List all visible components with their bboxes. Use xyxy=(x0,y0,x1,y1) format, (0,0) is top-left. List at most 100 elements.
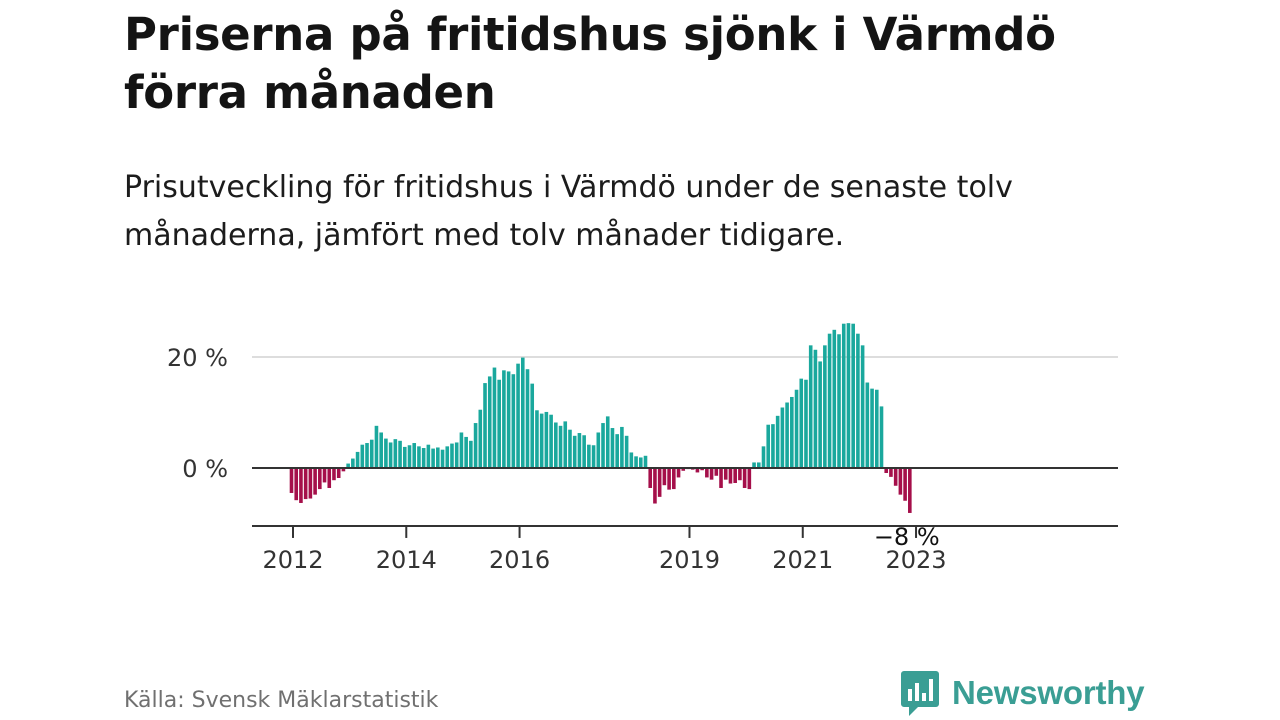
bar xyxy=(629,452,634,468)
bar xyxy=(705,468,709,478)
bar xyxy=(549,414,553,468)
bar xyxy=(299,468,303,503)
bar-layer xyxy=(289,323,912,513)
x-tick-label: 2019 xyxy=(659,546,720,574)
bar xyxy=(601,423,605,468)
bar xyxy=(402,446,407,468)
bar xyxy=(756,462,761,468)
bar xyxy=(365,443,369,468)
bar xyxy=(818,361,822,468)
brand-name: Newsworthy xyxy=(952,674,1145,711)
bar xyxy=(539,413,544,468)
bar xyxy=(634,456,638,468)
bar xyxy=(341,468,346,472)
x-tick-label: 2016 xyxy=(489,546,550,574)
bar xyxy=(454,442,459,468)
bar xyxy=(648,468,653,488)
bar xyxy=(431,448,435,468)
bar xyxy=(860,345,865,468)
bar xyxy=(903,468,907,501)
bar xyxy=(804,379,808,468)
bar xyxy=(591,445,596,468)
bar xyxy=(747,468,752,490)
bar xyxy=(672,468,676,490)
bar xyxy=(478,409,483,468)
bar xyxy=(417,446,421,468)
source-note: Källa: Svensk Mäklarstatistik xyxy=(124,688,439,713)
bar xyxy=(874,389,879,468)
bar xyxy=(445,446,450,468)
bar xyxy=(294,468,299,501)
bar xyxy=(388,442,393,468)
bar xyxy=(336,468,341,478)
bar xyxy=(799,378,804,468)
bar xyxy=(856,333,860,468)
bar xyxy=(469,440,473,468)
bar xyxy=(676,468,681,478)
bar xyxy=(587,444,591,468)
bar xyxy=(421,448,426,468)
bar xyxy=(709,468,714,480)
bar xyxy=(681,468,686,471)
bar xyxy=(374,425,379,468)
bar xyxy=(766,424,771,468)
bar xyxy=(332,468,336,481)
bar xyxy=(535,410,539,468)
bar xyxy=(728,468,733,484)
bar xyxy=(346,463,350,468)
bar xyxy=(502,370,506,468)
bar xyxy=(577,433,582,468)
chart-title: Priserna på fritidshus sjönk i Värmdö fö… xyxy=(124,8,1056,119)
bar xyxy=(327,468,332,488)
bar xyxy=(544,411,549,468)
bar xyxy=(520,357,525,468)
bar xyxy=(582,435,586,468)
bar xyxy=(738,468,742,481)
bar xyxy=(596,432,601,468)
bar xyxy=(719,468,723,488)
y-tick-label: 0 % xyxy=(182,455,228,483)
bar xyxy=(369,439,374,468)
y-tick-label: 20 % xyxy=(167,344,228,372)
bar xyxy=(318,468,322,490)
bar xyxy=(487,376,492,468)
bar xyxy=(742,468,747,488)
bar xyxy=(695,468,700,473)
bar xyxy=(355,451,360,468)
bar xyxy=(761,446,766,468)
bar xyxy=(426,444,431,468)
brand-logo: Newsworthy xyxy=(900,668,1145,718)
bar xyxy=(723,468,728,480)
bar xyxy=(398,440,402,468)
bar xyxy=(308,468,313,499)
bar xyxy=(790,396,794,468)
bar xyxy=(620,426,624,468)
bar xyxy=(506,371,511,468)
bar xyxy=(752,462,756,468)
bar xyxy=(303,468,308,500)
bar xyxy=(846,323,851,468)
bar-chart: 0 % 20 % 2012 2014 2016 2019 2021 2023−8 % xyxy=(167,323,1118,574)
bar xyxy=(615,434,619,468)
bar xyxy=(525,369,530,468)
bar xyxy=(841,323,846,468)
bar xyxy=(653,468,657,504)
bar xyxy=(870,388,874,468)
bar xyxy=(516,363,520,468)
bar xyxy=(733,468,737,483)
bar xyxy=(605,416,610,468)
bar xyxy=(813,349,818,468)
x-tick-label: 2012 xyxy=(262,546,323,574)
bar xyxy=(893,468,898,486)
bar xyxy=(313,468,317,495)
bar xyxy=(459,432,464,468)
bar xyxy=(700,468,704,471)
bar xyxy=(638,457,643,468)
bar xyxy=(554,422,558,468)
bar xyxy=(898,468,903,495)
axis-layer: 0 % 20 % 2012 2014 2016 2019 2021 2023−8 % xyxy=(167,344,1118,574)
bar xyxy=(572,435,577,468)
bar xyxy=(436,447,440,468)
bar xyxy=(771,424,775,468)
x-tick-label: 2023 xyxy=(886,546,947,574)
